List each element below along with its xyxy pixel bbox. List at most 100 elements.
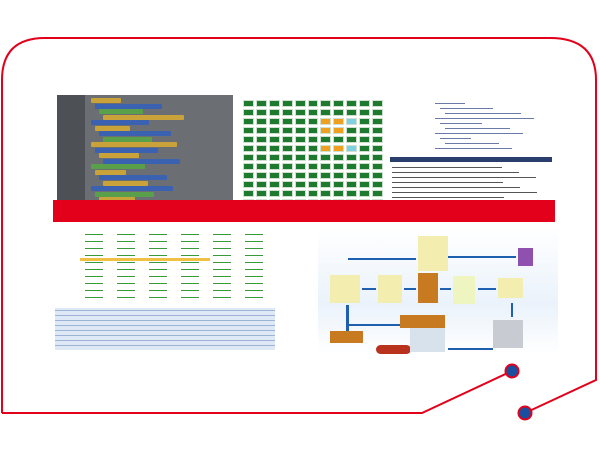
status-cell	[243, 163, 254, 170]
status-cell	[346, 127, 358, 134]
status-cell	[346, 190, 358, 197]
status-cell	[346, 154, 358, 161]
status-cell	[281, 154, 293, 161]
status-cell	[255, 190, 267, 197]
status-cell	[307, 136, 319, 143]
truck-icon	[330, 275, 360, 303]
status-cell	[320, 163, 332, 170]
status-cell	[255, 154, 267, 161]
status-cell	[255, 145, 267, 152]
status-cell	[333, 163, 345, 170]
inspection-box	[453, 276, 475, 304]
status-cell	[294, 127, 306, 134]
status-cell	[255, 109, 267, 116]
code-block	[103, 114, 184, 120]
status-cell	[333, 172, 345, 179]
reject-storage-box	[330, 331, 363, 343]
status-cell	[243, 145, 254, 152]
status-cell	[346, 163, 358, 170]
code-block	[103, 180, 148, 186]
status-cell	[372, 100, 383, 107]
scanner-photo	[493, 320, 523, 348]
status-cell	[333, 109, 345, 116]
status-cell	[320, 181, 332, 188]
status-cell	[346, 118, 358, 125]
status-cell	[281, 163, 293, 170]
status-cell	[294, 136, 306, 143]
status-cell	[281, 181, 293, 188]
code-block	[91, 98, 121, 103]
red-divider-band	[53, 200, 555, 222]
warehouse-building-icon	[518, 248, 533, 266]
status-cell	[320, 136, 332, 143]
status-cell	[307, 181, 319, 188]
status-cell	[307, 172, 319, 179]
status-cell	[359, 109, 371, 116]
status-cell	[281, 109, 293, 116]
warehouse-photo	[410, 328, 445, 352]
status-cell	[255, 181, 267, 188]
status-cell	[281, 127, 293, 134]
status-cell	[320, 172, 332, 179]
status-cell	[333, 190, 345, 197]
code-block	[95, 147, 158, 153]
forklift-icon	[378, 275, 402, 303]
code-block	[91, 120, 149, 125]
status-cell	[333, 127, 345, 134]
status-cell	[307, 100, 319, 107]
status-cell	[359, 127, 371, 134]
status-cell	[243, 109, 254, 116]
status-cell	[320, 145, 332, 152]
status-cell	[243, 190, 254, 197]
status-cell	[333, 154, 345, 161]
data-table-screenshot	[55, 230, 275, 350]
status-cell	[255, 163, 267, 170]
status-cell	[372, 172, 383, 179]
code-block	[91, 142, 177, 147]
status-cell	[307, 145, 319, 152]
status-cell	[294, 172, 306, 179]
status-cell	[346, 136, 358, 143]
status-cell	[307, 118, 319, 125]
code-block	[95, 191, 154, 197]
code-block	[99, 153, 139, 158]
status-cell	[243, 100, 254, 107]
status-cell	[359, 163, 371, 170]
status-cell	[372, 136, 383, 143]
status-cell	[268, 109, 280, 116]
status-cell	[268, 154, 280, 161]
status-cell	[294, 109, 306, 116]
status-cell	[372, 181, 383, 188]
status-cell	[294, 181, 306, 188]
status-cell	[372, 145, 383, 152]
status-cell	[307, 109, 319, 116]
frame-dot-2	[517, 405, 533, 421]
code-block	[95, 103, 162, 109]
status-cell	[372, 109, 383, 116]
status-cell	[294, 145, 306, 152]
status-cell	[307, 127, 319, 134]
status-cell	[281, 145, 293, 152]
status-cell	[243, 118, 254, 125]
status-cell	[359, 136, 371, 143]
status-cell	[359, 154, 371, 161]
status-cell	[307, 163, 319, 170]
warehouse-flow-diagram	[318, 228, 558, 354]
status-cell	[320, 109, 332, 116]
status-cell	[268, 163, 280, 170]
status-cell	[243, 127, 254, 134]
status-cell	[268, 136, 280, 143]
status-cell	[281, 118, 293, 125]
status-cell	[307, 154, 319, 161]
status-cell	[243, 172, 254, 179]
status-cell	[294, 100, 306, 107]
code-block	[91, 186, 173, 191]
code-block	[95, 169, 126, 175]
status-cell	[333, 136, 345, 143]
status-cell	[268, 100, 280, 107]
code-block	[99, 175, 167, 180]
status-cell	[294, 118, 306, 125]
status-cell	[281, 190, 293, 197]
status-cell	[333, 100, 345, 107]
